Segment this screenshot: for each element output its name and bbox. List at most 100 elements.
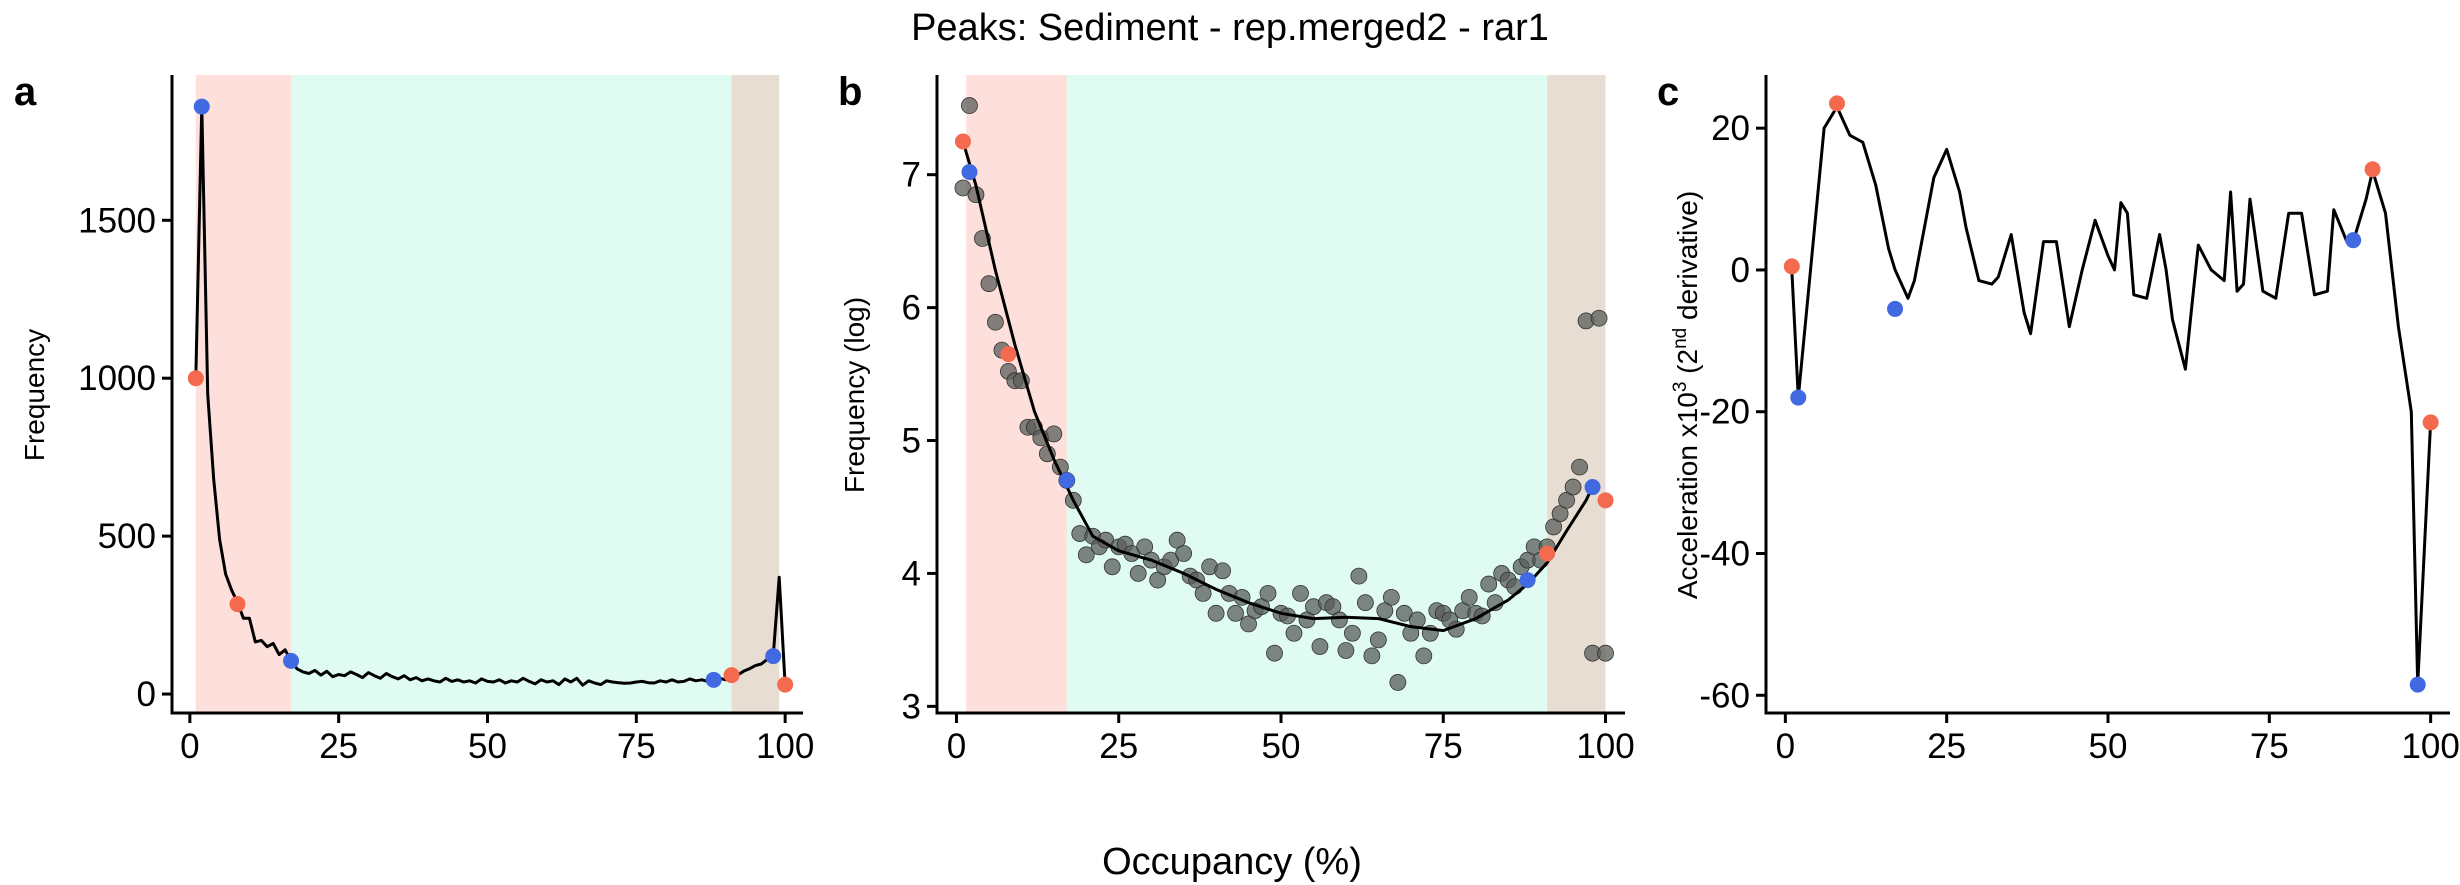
panel-c-ylabel-close: derivative) [1672,191,1703,328]
peak-marker-blue [1058,472,1075,489]
y-tick-label: 3 [902,687,921,726]
scatter-point [1480,575,1498,593]
x-tick-label: 25 [1927,727,1966,766]
zone-band-2 [1547,75,1606,713]
panel-c-ylabel-open: (2 [1672,349,1703,382]
peak-marker-red [723,667,740,684]
peak-marker-red [1000,346,1017,363]
panel-c-ylabel-main: Acceleration x10 [1672,392,1703,599]
y-tick-label: -60 [1699,676,1750,715]
y-tick-label: 0 [1731,251,1750,290]
scatter-point [1382,588,1400,606]
x-tick-label: 75 [617,727,656,766]
peak-marker-red [229,596,246,613]
x-tick-label: 0 [180,727,199,766]
scatter-point [980,275,998,293]
panel-c-label: c [1657,70,1679,114]
x-tick-label: 100 [1576,727,1634,766]
x-axis-label: Occupancy (%) [1102,841,1362,883]
peak-marker-red [1597,492,1614,509]
y-tick-label: 7 [902,156,921,195]
scatter-point [1175,545,1193,562]
peak-marker-red [954,133,971,150]
scatter-point [1129,565,1147,582]
scatter-point [1597,644,1614,662]
peak-marker-red [1783,258,1800,275]
panel-c-ylabel-exp: 3 [1670,382,1691,393]
scatter-point [1103,558,1121,576]
peak-marker-blue [2345,232,2362,249]
peak-marker-blue [1887,300,1904,317]
x-tick-label: 75 [1424,727,1463,766]
y-tick-label: 6 [902,289,921,328]
scatter-point [1194,584,1212,602]
scatter-point [1590,309,1608,327]
y-tick-label: -40 [1699,535,1750,574]
y-tick-label: 0 [137,675,156,714]
y-tick-label: 1000 [78,359,156,398]
scatter-point [1285,624,1303,642]
peak-marker-blue [2409,676,2426,693]
zone-band-0 [966,75,1067,713]
scatter-point [1389,674,1407,691]
x-tick-label: 50 [1262,727,1301,766]
zone-band-1 [291,75,732,713]
y-tick-label: 4 [902,554,921,593]
panel-a-label: a [14,70,37,114]
panel-b: b Frequency (log) 0 25 50 75 100 3 4 5 6 7 [838,70,1635,766]
scatter-point [961,97,978,114]
peak-marker-blue [1519,572,1536,589]
y-tick-label: 5 [902,422,921,461]
series-line [1790,105,2433,687]
peak-marker-blue [193,98,210,115]
scatter-point [1350,567,1368,585]
panel-b-ylabel: Frequency (log) [839,297,870,493]
x-tick-label: 100 [2401,727,2459,766]
peak-marker-blue [1790,389,1807,406]
scatter-point [1343,624,1361,642]
scatter-point [1207,604,1225,622]
y-tick-label: 20 [1711,109,1750,148]
panel-c-ylabel: Acceleration x103 (2nd derivative) [1670,191,1703,599]
x-tick-label: 0 [947,727,966,766]
y-tick-label: -20 [1699,393,1750,432]
x-tick-label: 100 [756,727,814,766]
scatter-point [1045,425,1063,443]
scatter-point [1415,647,1433,665]
scatter-point [1292,584,1309,602]
peak-marker-red [777,676,794,693]
x-tick-label: 25 [319,727,358,766]
x-tick-label: 50 [2089,727,2128,766]
x-tick-label: 75 [2250,727,2289,766]
y-tick-label: 1500 [78,201,156,240]
peak-marker-blue [705,671,722,688]
scatter-point [1259,584,1277,602]
peak-marker-blue [1584,479,1601,496]
peak-marker-red [2364,161,2381,178]
panel-a-ylabel: Frequency [19,329,50,461]
scatter-point [1363,647,1381,665]
scatter-point [1356,594,1374,612]
panel-b-label: b [838,70,862,114]
scatter-point [1337,642,1355,659]
scatter-point [1369,631,1387,649]
scatter-point [1227,604,1244,622]
peak-marker-blue [765,648,782,665]
scatter-point [1571,458,1588,476]
peak-marker-blue [961,164,978,181]
y-tick-label: 500 [98,517,156,556]
peak-marker-red [1539,545,1556,562]
panel-c: c Acceleration x103 (2nd derivative) 0 25… [1657,70,2460,766]
scatter-point [1564,478,1582,496]
scatter-point [1311,638,1329,655]
peak-marker-red [187,370,204,387]
x-tick-label: 50 [468,727,507,766]
zone-band-2 [731,75,780,713]
scatter-point [987,313,1004,331]
peak-marker-red [1828,95,1845,112]
scatter-point [1077,546,1095,564]
x-tick-label: 25 [1099,727,1138,766]
scatter-point [1460,588,1478,606]
